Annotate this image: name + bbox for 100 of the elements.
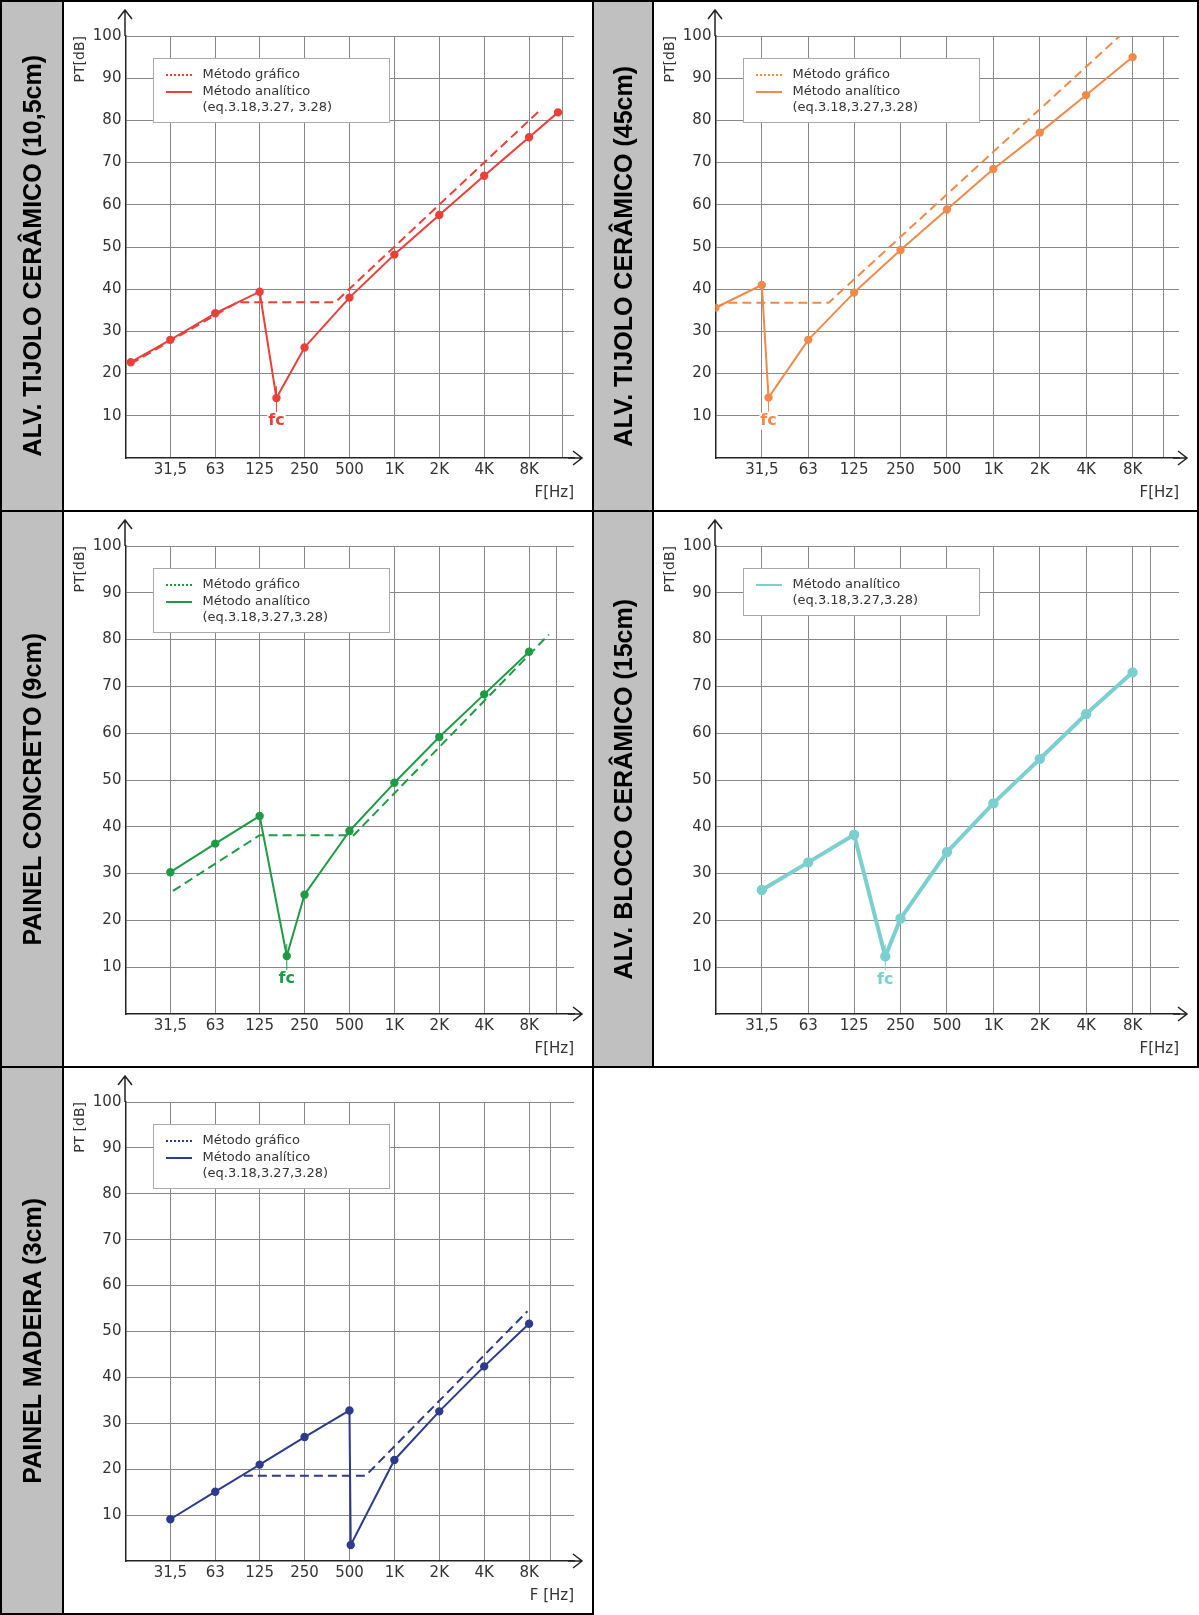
x-tick-label: 2K <box>1030 1015 1051 1034</box>
x-tick-label: 4K <box>474 1015 496 1034</box>
y-tick-label: 90 <box>102 68 122 87</box>
x-tick-label: 8K <box>1122 459 1144 478</box>
text: PAINEL CONCRETO (9cm) <box>17 632 47 946</box>
y-tick-label: 30 <box>102 321 122 340</box>
x-tick-label: 8K <box>519 459 540 478</box>
y-tick-label: 10 <box>692 957 712 976</box>
y-tick-label: 90 <box>102 582 122 601</box>
x-tick-label: 500 <box>932 1015 962 1034</box>
legend-label: Método analítico (eq.3.18,3.27,3.28) <box>792 83 920 115</box>
x-tick-label: 31,5 <box>153 1562 188 1581</box>
x-tick-label: 31,5 <box>153 459 188 478</box>
x-tick-label: 1K <box>384 1015 406 1034</box>
annotation: fc <box>278 968 295 988</box>
legend-label: Método gráfico <box>792 66 890 82</box>
y-tick-label: 90 <box>692 582 712 601</box>
x-axis-title: F[Hz] <box>1139 482 1179 501</box>
y-tick-label: 50 <box>102 769 122 788</box>
legend-label: Método gráfico <box>202 66 300 82</box>
legend-label: Método analítico (eq.3.18,3.27, 3.28) <box>202 83 334 115</box>
x-tick-label: 1K <box>384 1562 406 1581</box>
text: PAINEL MADEIRA (3cm) <box>17 1197 47 1484</box>
y-tick-label: 40 <box>102 816 122 835</box>
x-tick-label: 500 <box>932 459 962 478</box>
y-tick-label: 30 <box>102 1413 122 1432</box>
y-tick-label: 60 <box>692 194 712 213</box>
y-tick-label: 70 <box>102 1229 122 1248</box>
x-tick-label: 31,5 <box>745 459 779 478</box>
x-tick-label: 1K <box>384 459 406 478</box>
y-tick-label: 10 <box>102 405 122 424</box>
x-tick-label: 250 <box>886 459 915 478</box>
x-tick-label: 8K <box>1122 1015 1144 1034</box>
x-tick-label: 63 <box>798 1015 818 1034</box>
y-tick-label: 80 <box>102 1183 122 1202</box>
legend-label: Método analítico (eq.3.18,3.27,3.28) <box>792 576 920 608</box>
y-axis-title: PT[dB] <box>661 36 678 83</box>
y-tick-label: 100 <box>92 25 122 44</box>
x-tick-label: 8K <box>519 1562 540 1581</box>
x-tick-label: 1K <box>983 459 1005 478</box>
x-tick-label: 2K <box>1030 459 1051 478</box>
y-axis-title: PT[dB] <box>661 546 678 593</box>
x-tick-label: 2K <box>429 1562 451 1581</box>
y-tick-label: 80 <box>102 110 122 129</box>
x-tick-label: 4K <box>474 459 496 478</box>
y-tick-label: 20 <box>692 363 712 382</box>
x-tick-label: 2K <box>429 459 451 478</box>
x-axis-title: F[Hz] <box>534 1038 574 1057</box>
x-tick-label: 1K <box>983 1015 1005 1034</box>
legend-label: Método gráfico <box>202 1132 300 1148</box>
y-tick-label: 60 <box>102 194 122 213</box>
text: ALV. TIJOLO CERÂMICO (45cm) <box>608 65 638 447</box>
y-tick-label: 70 <box>102 152 122 171</box>
legend-label: Método analítico (eq.3.18,3.27,3.28) <box>202 1149 330 1181</box>
annotation: fc <box>760 409 777 429</box>
y-axis-title: PT[dB] <box>71 546 88 593</box>
y-tick-label: 30 <box>102 863 122 882</box>
x-tick-label: 8K <box>519 1015 540 1034</box>
x-tick-label: 125 <box>839 459 869 478</box>
x-tick-label: 63 <box>205 459 225 478</box>
y-tick-label: 40 <box>102 1367 122 1386</box>
y-tick-label: 80 <box>692 629 712 648</box>
y-axis-title: PT [dB] <box>71 1102 88 1153</box>
y-tick-label: 70 <box>692 152 712 171</box>
y-tick-label: 20 <box>692 910 712 929</box>
x-tick-label: 31,5 <box>745 1015 779 1034</box>
y-tick-label: 90 <box>102 1137 122 1156</box>
y-tick-label: 30 <box>692 863 712 882</box>
y-tick-label: 20 <box>102 363 122 382</box>
x-tick-label: 125 <box>245 459 274 478</box>
x-tick-label: 125 <box>245 1015 274 1034</box>
x-tick-label: 63 <box>205 1015 225 1034</box>
x-tick-label: 31,5 <box>153 1015 188 1034</box>
y-axis-title: PT[dB] <box>71 36 88 83</box>
y-tick-label: 50 <box>102 236 122 255</box>
x-tick-label: 500 <box>335 1562 364 1581</box>
x-tick-label: 500 <box>335 1015 364 1034</box>
legend-label: Método analítico (eq.3.18,3.27,3.28) <box>202 593 330 625</box>
y-tick-label: 40 <box>692 816 712 835</box>
annotation: fc <box>268 410 285 430</box>
x-tick-label: 63 <box>798 459 818 478</box>
x-tick-label: 250 <box>290 459 319 478</box>
y-tick-label: 50 <box>692 236 712 255</box>
y-tick-label: 100 <box>92 1091 122 1110</box>
y-tick-label: 60 <box>102 1275 122 1294</box>
y-tick-label: 70 <box>692 676 712 695</box>
x-tick-label: 2K <box>429 1015 451 1034</box>
x-tick-label: 4K <box>1076 1015 1098 1034</box>
y-tick-label: 40 <box>692 279 712 298</box>
x-axis-title: F[Hz] <box>534 482 574 501</box>
y-tick-label: 10 <box>102 957 122 976</box>
y-tick-label: 10 <box>102 1504 122 1523</box>
x-tick-label: 250 <box>886 1015 915 1034</box>
x-axis-title: F[Hz] <box>1139 1038 1179 1057</box>
y-tick-label: 90 <box>692 68 712 87</box>
y-tick-label: 80 <box>102 629 122 648</box>
y-tick-label: 40 <box>102 279 122 298</box>
y-tick-label: 50 <box>102 1321 122 1340</box>
x-tick-label: 63 <box>205 1562 225 1581</box>
y-tick-label: 100 <box>92 535 122 554</box>
